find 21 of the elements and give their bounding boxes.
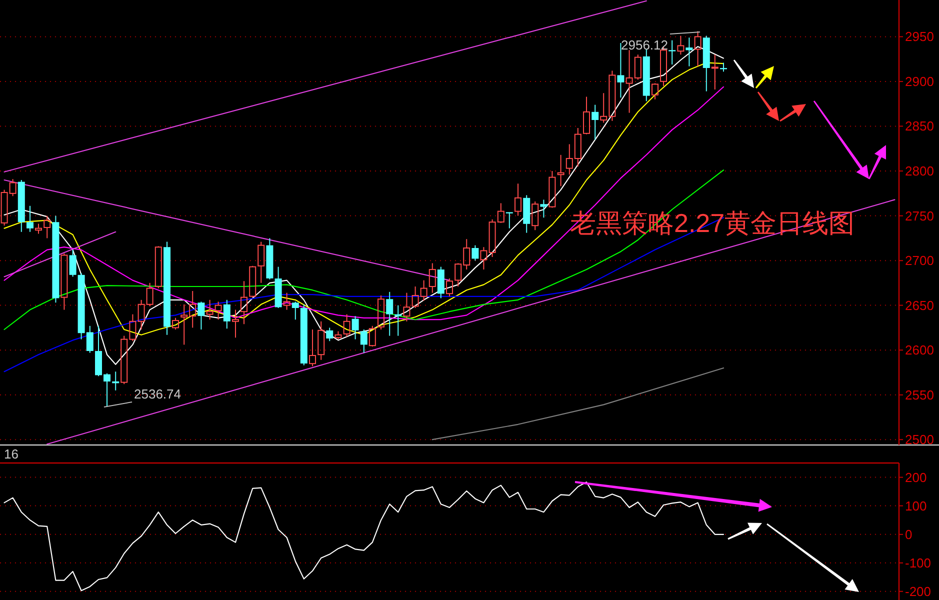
y-tick-label: 2550 (905, 387, 934, 402)
line-series (4, 482, 724, 592)
y-tick-label: 2700 (905, 253, 934, 268)
annotation: 2956.12 (621, 38, 668, 52)
y-tick-label: 2750 (905, 208, 934, 224)
y-tick-label: 2600 (905, 342, 934, 358)
y-tick-label: 2950 (905, 29, 934, 44)
annotation: 2536.74 (134, 386, 181, 402)
line-series (432, 367, 724, 440)
y-tick-label: 200 (905, 470, 927, 485)
y-tick-label: 2500 (905, 432, 934, 448)
y-tick-label: 2850 (905, 118, 934, 134)
text: 16 (4, 446, 18, 462)
y-tick-label: 100 (905, 498, 927, 514)
y-tick-label: 2650 (905, 298, 934, 313)
y-tick-label: 2900 (905, 74, 934, 89)
y-tick-label: 0 (905, 526, 912, 542)
y-tick-label: 2800 (905, 164, 934, 178)
y-tick-label: -200 (905, 584, 932, 599)
y-tick-label: -100 (905, 555, 932, 570)
line-series (4, 170, 724, 330)
